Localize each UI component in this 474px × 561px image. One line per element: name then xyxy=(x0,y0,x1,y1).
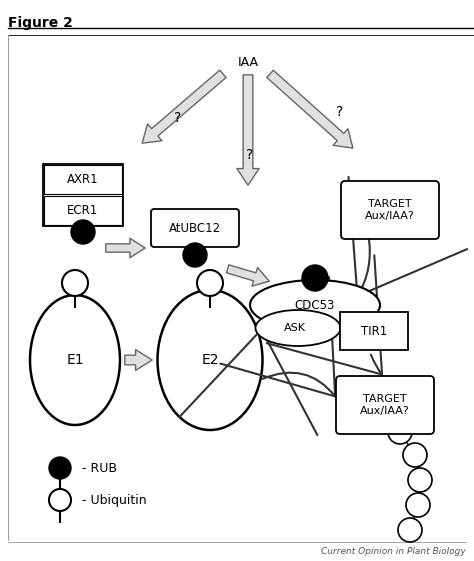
Circle shape xyxy=(71,220,95,244)
Bar xyxy=(44,165,122,194)
FancyArrowPatch shape xyxy=(267,70,353,148)
Text: AXR1: AXR1 xyxy=(67,173,99,186)
Text: - RUB: - RUB xyxy=(82,462,117,475)
Bar xyxy=(44,196,122,225)
Ellipse shape xyxy=(30,295,120,425)
Text: ?: ? xyxy=(174,111,182,125)
Text: - Ubiquitin: - Ubiquitin xyxy=(82,494,146,507)
FancyArrowPatch shape xyxy=(106,238,145,257)
Text: Aux/IAA?: Aux/IAA? xyxy=(360,406,410,416)
Ellipse shape xyxy=(157,290,263,430)
FancyBboxPatch shape xyxy=(341,181,439,239)
Text: E1: E1 xyxy=(66,353,84,367)
Text: ?: ? xyxy=(337,105,344,119)
Circle shape xyxy=(388,420,412,444)
Text: TARGET: TARGET xyxy=(363,394,407,404)
Bar xyxy=(340,312,408,350)
FancyArrowPatch shape xyxy=(237,75,259,185)
FancyBboxPatch shape xyxy=(151,209,239,247)
Text: CDC53: CDC53 xyxy=(295,298,335,311)
Text: ASK: ASK xyxy=(284,323,306,333)
Text: ?: ? xyxy=(246,148,254,162)
Circle shape xyxy=(183,243,207,267)
Text: TIR1: TIR1 xyxy=(361,324,387,338)
Circle shape xyxy=(62,270,88,296)
Text: AtUBC12: AtUBC12 xyxy=(169,222,221,234)
Text: Current Opinion in Plant Biology: Current Opinion in Plant Biology xyxy=(321,548,466,557)
Text: ECR1: ECR1 xyxy=(67,204,99,217)
Circle shape xyxy=(408,468,432,492)
Bar xyxy=(43,164,123,226)
Text: E2: E2 xyxy=(201,353,219,367)
FancyBboxPatch shape xyxy=(336,376,434,434)
Ellipse shape xyxy=(255,310,340,346)
Ellipse shape xyxy=(250,280,380,330)
Circle shape xyxy=(197,270,223,296)
Text: Aux/IAA?: Aux/IAA? xyxy=(365,210,415,220)
FancyArrowPatch shape xyxy=(142,70,226,143)
Circle shape xyxy=(398,518,422,542)
Circle shape xyxy=(49,489,71,511)
FancyArrowPatch shape xyxy=(227,265,269,286)
Text: TARGET: TARGET xyxy=(368,199,412,209)
Circle shape xyxy=(406,493,430,517)
Circle shape xyxy=(49,457,71,479)
FancyArrowPatch shape xyxy=(125,350,152,370)
Text: Figure 2: Figure 2 xyxy=(8,16,73,30)
Circle shape xyxy=(403,443,427,467)
Text: IAA: IAA xyxy=(237,56,258,68)
Circle shape xyxy=(302,265,328,291)
